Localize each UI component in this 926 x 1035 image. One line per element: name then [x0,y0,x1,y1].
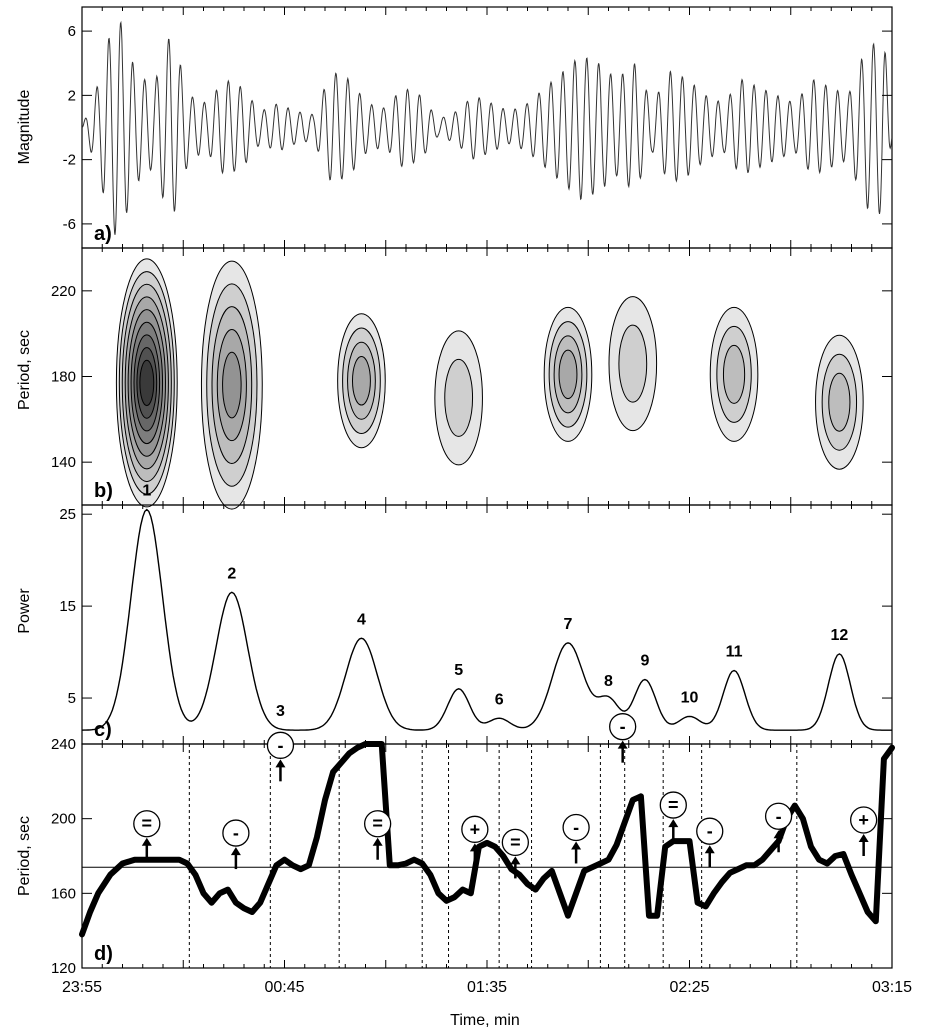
annotation-arrowhead [858,834,869,842]
annotation-circle [266,731,295,759]
contour-level [558,349,578,400]
contour-level [722,344,746,404]
y-tick-label: 120 [51,960,76,977]
panel-frame [81,6,893,249]
annotation-sign: - [776,806,782,826]
peak-label: 7 [564,616,573,633]
x-tick-label: 01:35 [467,979,507,996]
annotation-circle [609,713,637,741]
peak-label: 10 [681,689,699,706]
peak-label: 9 [640,653,649,670]
peak-label: 6 [495,691,504,708]
peak-label: 12 [830,627,848,644]
annotation-arrowhead [571,841,582,850]
panel-d-period: d) = - - = + = - - = - - +240 200 160 120 23:55 00:45 01:3… [51,713,912,996]
annotation-arrowhead [275,759,286,768]
annotation-arrowhead [141,837,152,846]
peak-label: 8 [604,673,613,690]
panel-d-ylabel: Period, sec [16,816,33,896]
annotation-circle [133,810,161,838]
panel-label: c) [94,719,112,741]
panel-a-magnitude: a) 6 2 -2 -6 [63,6,893,249]
annotation-circle [764,802,793,830]
panel-c-ylabel: Power [16,588,33,634]
period-track [79,741,895,938]
y-tick-label: 15 [59,598,76,615]
peak-label: 3 [276,703,285,720]
contour-level [352,356,371,406]
contour-level [139,359,155,407]
annotation-sign: - [573,817,579,837]
annotation-sign: - [620,717,626,737]
annotation-arrowhead [668,819,679,828]
annotation-sign: - [233,823,239,843]
panel-label: b) [94,480,113,502]
y-tick-label: 25 [59,506,76,523]
y-tick-label: 140 [51,454,76,471]
contour-level [618,324,648,403]
y-tick-label: 200 [51,811,76,828]
y-tick-label: 160 [51,885,76,902]
contour-level [828,372,851,432]
annotation-sign: - [707,821,713,841]
annotation-circle [659,791,687,819]
x-tick-label: 23:55 [62,979,102,996]
annotation-arrowhead [372,837,383,846]
annotation-sign: + [470,819,481,839]
x-tick-label: 02:25 [669,979,709,996]
y-tick-label: 180 [51,369,76,386]
y-tick-label: -2 [63,152,76,169]
y-tick-label: 220 [51,283,76,300]
annotation-arrowhead [773,830,784,839]
y-tick-label: -6 [63,216,76,233]
power-series [81,508,892,731]
y-tick-label: 5 [68,690,76,707]
panel-frame [81,743,893,969]
annotation-arrowhead [230,847,241,856]
panel-label: d) [94,943,113,965]
annotation-arrowhead [469,843,480,852]
y-tick-label: 2 [68,87,76,104]
annotation-sign: = [142,814,153,834]
panel-label: a) [94,223,112,245]
annotation-circle [501,828,529,857]
annotation-circle [850,806,878,834]
magnitude-series [81,20,893,235]
x-tick-label: 03:15 [872,979,912,996]
panel-b-wavelet: b) 220 180 140 [51,247,893,510]
annotation-arrowhead [617,740,628,749]
peak-label: 1 [142,483,151,500]
annotation-circle [363,810,392,838]
peak-label: 5 [454,662,463,679]
contour-level [444,358,474,437]
annotation-circle [696,817,724,845]
annotation-sign: - [277,735,283,755]
peak-label: 2 [227,565,236,582]
peak-label: 4 [357,611,366,628]
annotation-sign: = [510,832,521,852]
panel-a-ylabel: Magnitude [16,90,33,165]
annotation-sign: = [668,795,679,815]
annotation-arrowhead [510,856,521,865]
annotation-circle [562,813,590,842]
panel-frame [81,504,893,745]
y-tick-label: 240 [51,736,76,753]
contour-level [222,351,242,419]
annotation-circle [461,815,489,843]
annotation-arrowhead [704,845,715,854]
annotation-sign: = [372,814,383,834]
annotation-circle [222,819,250,847]
annotation-sign: + [858,810,869,830]
x-tick-label: 00:45 [264,979,304,996]
peak-label: 11 [726,643,743,660]
panel-b-ylabel: Period, sec [16,330,33,410]
x-axis-label: Time, min [450,1012,520,1029]
y-tick-label: 6 [68,23,76,40]
